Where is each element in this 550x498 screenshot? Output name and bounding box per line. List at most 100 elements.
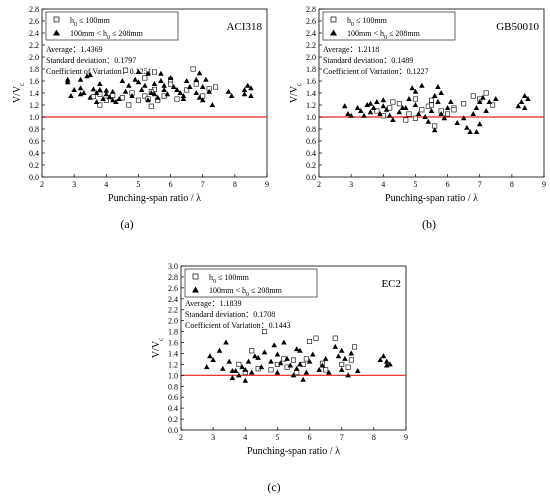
- data-point-triangle: [223, 339, 229, 345]
- data-point-square: [213, 84, 219, 90]
- data-point-triangle: [116, 96, 122, 101]
- data-point-square: [461, 101, 467, 107]
- y-tick-label: 2.2: [29, 41, 39, 50]
- data-point-triangle: [454, 120, 461, 125]
- data-point-triangle: [199, 97, 206, 103]
- data-point-triangle: [207, 353, 213, 359]
- data-point-triangle: [199, 84, 206, 89]
- stats-standard-deviation: Standard deviation：0.1489: [323, 56, 413, 65]
- data-point-triangle: [444, 105, 451, 110]
- x-tick-label: 7: [201, 180, 205, 189]
- data-point-triangle: [241, 87, 248, 92]
- data-point-triangle: [377, 357, 384, 363]
- data-point-triangle: [180, 93, 187, 98]
- chart-panel-1: 2 3 4 5 6 7 8 9 0.0 0.2 0.4 0.6 0.8 1.0 1.2 1.4 1.6 1.8 2.…: [12, 5, 269, 204]
- x-tick-label: 9: [265, 180, 269, 189]
- x-tick-label: 9: [542, 180, 546, 189]
- x-tick-label: 4: [243, 433, 247, 442]
- data-point-triangle: [367, 100, 374, 106]
- legend-triangle-marker: [192, 286, 199, 293]
- y-tick-label: 2.8: [306, 5, 316, 14]
- data-point-triangle: [64, 79, 71, 85]
- y-tick-label: 0.4: [29, 149, 39, 158]
- y-tick-label: 1.2: [29, 101, 39, 110]
- data-point-triangle: [148, 90, 155, 95]
- data-point-square: [119, 95, 125, 101]
- design-code-label: GB50010: [496, 21, 539, 33]
- data-point-triangle: [309, 351, 316, 357]
- data-point-triangle: [345, 372, 351, 378]
- data-point-square: [406, 111, 412, 117]
- data-point-triangle: [268, 358, 274, 364]
- data-point-triangle: [193, 90, 200, 95]
- data-point-triangle: [431, 127, 438, 133]
- data-point-square: [294, 370, 300, 376]
- x-tick-label: 8: [510, 180, 514, 189]
- data-point-triangle: [248, 369, 255, 375]
- panel-label: (c): [267, 480, 280, 494]
- data-point-triangle: [338, 347, 345, 353]
- design-code-label: ACI318: [227, 21, 263, 33]
- data-point-triangle: [354, 105, 361, 110]
- data-point-triangle: [396, 109, 403, 115]
- x-tick-label: 3: [211, 433, 215, 442]
- data-point-triangle: [87, 72, 94, 77]
- data-point-triangle: [303, 369, 310, 375]
- y-tick-label: 1.2: [168, 360, 178, 369]
- data-point-triangle: [87, 94, 94, 100]
- data-point-triangle: [435, 84, 441, 89]
- chart-panel-3: 2 3 4 5 6 7 8 9 0.0 0.2 0.4 0.6 0.8 1.0 1.2 1.41.6 1.8 2.…: [151, 262, 408, 457]
- data-point-square: [348, 357, 354, 363]
- data-point-triangle: [338, 366, 345, 372]
- data-point-triangle: [515, 103, 522, 109]
- data-point-triangle: [174, 87, 180, 92]
- y-tick-label: 0.0: [29, 173, 39, 182]
- legend-label-small: h0 ≤ 100mm: [347, 16, 388, 28]
- data-point-triangle: [415, 111, 422, 116]
- data-point-triangle: [341, 103, 348, 109]
- data-point-triangle: [142, 82, 148, 88]
- stats-average: Average：1.2118: [323, 45, 379, 54]
- data-point-triangle: [287, 362, 294, 368]
- data-point-triangle: [480, 94, 486, 100]
- data-point-triangle: [161, 87, 167, 92]
- data-point-triangle: [203, 364, 210, 370]
- data-point-triangle: [229, 375, 236, 381]
- data-point-triangle: [196, 94, 203, 100]
- data-point-triangle: [242, 377, 249, 383]
- chart-panel-2: 2 3 4 5 6 7 8 9 0.0 0.2 0.4 0.6 0.8 1.0 1.2 1.4 1.6 1.8 2.…: [289, 5, 546, 204]
- data-point-square: [152, 69, 158, 75]
- data-point-triangle: [209, 102, 216, 107]
- y-tick-label: 0.8: [168, 382, 178, 391]
- data-point-square: [90, 94, 96, 100]
- data-point-triangle: [386, 112, 393, 118]
- data-point-square: [148, 103, 154, 109]
- data-point-triangle: [154, 94, 161, 100]
- data-point-triangle: [135, 79, 142, 85]
- legend-triangle-marker: [53, 29, 60, 36]
- data-point-square: [262, 329, 268, 335]
- data-point-square: [142, 93, 148, 99]
- data-point-triangle: [77, 85, 84, 91]
- data-point-square: [236, 361, 242, 367]
- y-tick-label: 0.2: [168, 415, 178, 424]
- data-point-triangle: [261, 349, 268, 355]
- data-point-triangle: [383, 358, 390, 364]
- data-point-triangle: [271, 342, 278, 348]
- data-point-triangle: [125, 82, 132, 88]
- x-tick-label: 3: [72, 180, 76, 189]
- data-point-square: [428, 102, 434, 108]
- data-point-square: [470, 93, 476, 99]
- y-tick-label: 2.0: [29, 53, 39, 62]
- data-point-triangle: [151, 91, 158, 97]
- data-point-triangle: [122, 88, 129, 94]
- data-point-triangle: [158, 70, 164, 76]
- data-point-triangle: [483, 108, 489, 113]
- data-point-square: [97, 102, 103, 108]
- data-point-triangle: [97, 81, 103, 86]
- y-tick-label: 0.0: [306, 173, 316, 182]
- y-tick-label: 0.4: [306, 149, 316, 158]
- x-tick-label: 4: [381, 180, 385, 189]
- data-point-triangle: [170, 84, 177, 89]
